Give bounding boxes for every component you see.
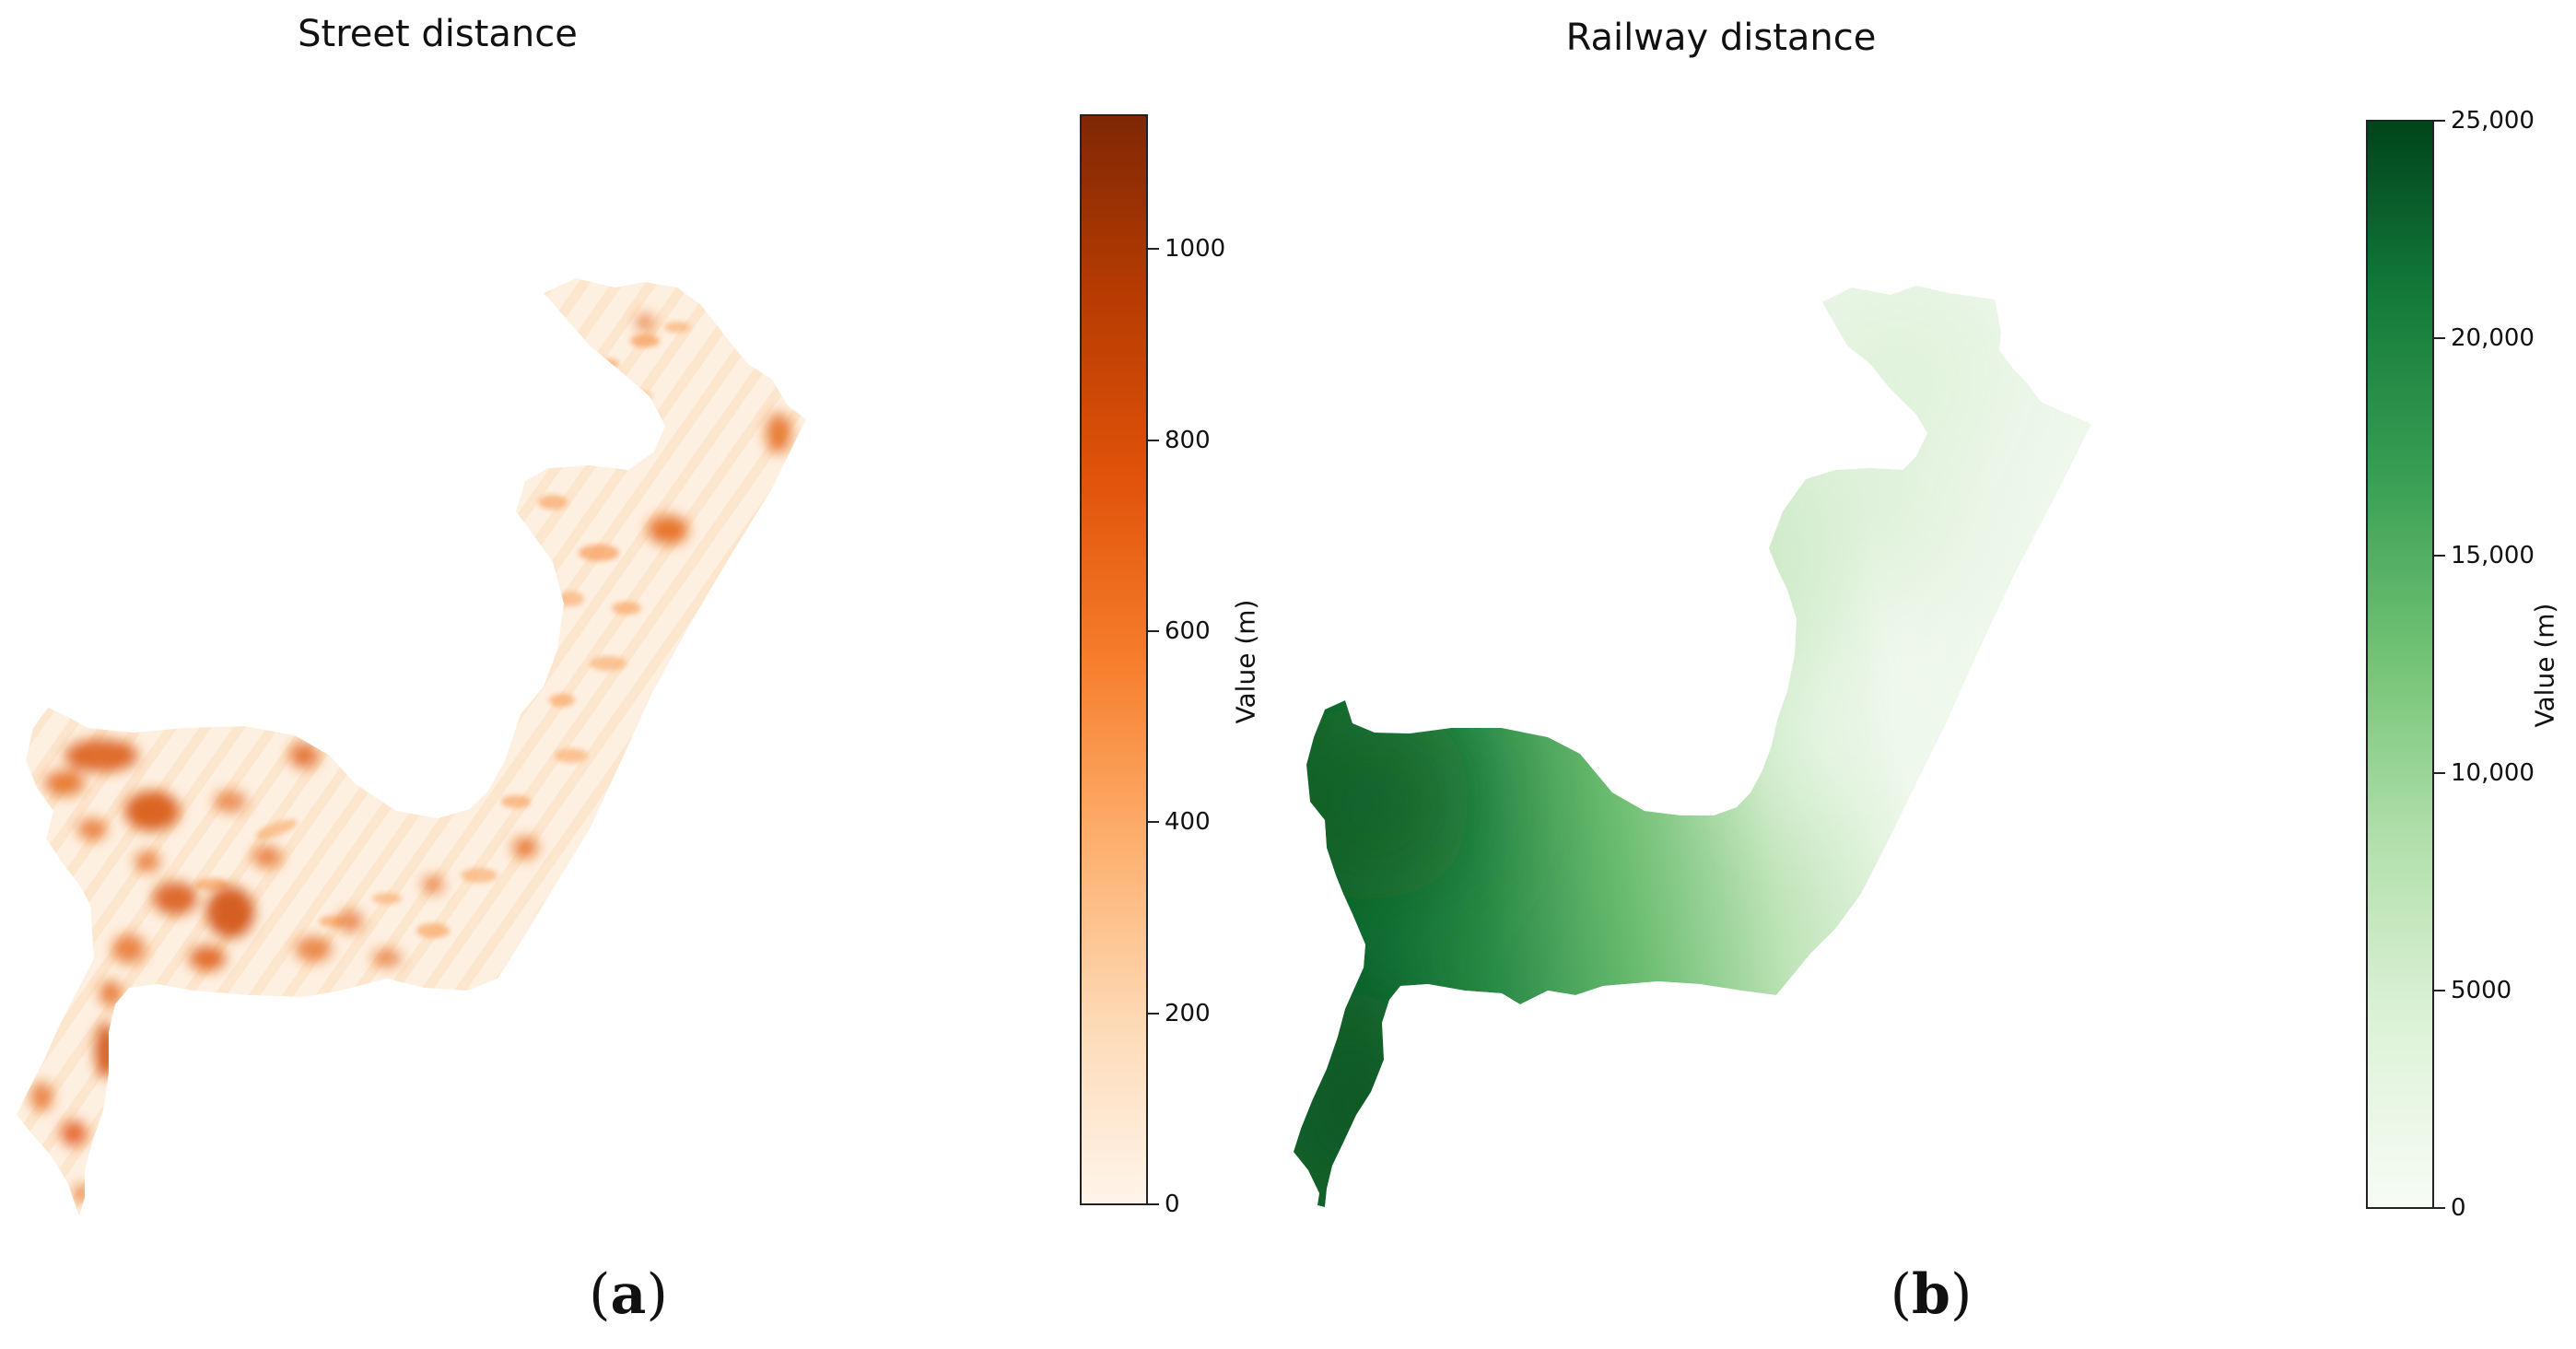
colorbar-tick-label: 800 (1165, 426, 1211, 454)
colorbar-tick (1148, 439, 1159, 441)
colorbar-tick-label: 1000 (1165, 235, 1226, 264)
colorbar-tick-label: 5000 (2451, 977, 2512, 1004)
street-distance-colorbar (1080, 114, 1148, 1205)
panel-street-distance: Street distance (0, 0, 1271, 1349)
colorbar-tick-label: 400 (1165, 808, 1211, 837)
panel-title: Street distance (298, 13, 578, 55)
railway-colorbar-label: Value (m) (2529, 603, 2560, 728)
colorbar-tick (1148, 1012, 1159, 1015)
colorbar-tick-label: 10,000 (2451, 759, 2535, 787)
colorbar-tick (2434, 337, 2445, 339)
panel-railway-distance: Railway distance (1271, 0, 2576, 1349)
colorbar-tick (1148, 821, 1159, 824)
colorbar-tick (1148, 248, 1159, 251)
colorbar-tick (2434, 555, 2445, 557)
colorbar-tick-label: 25,000 (2451, 107, 2535, 135)
colorbar-tick-label: 200 (1165, 999, 1211, 1027)
colorbar-tick-label: 15,000 (2451, 542, 2535, 569)
railway-distance-colorbar (2366, 120, 2434, 1209)
street-colorbar-svg (1082, 115, 1146, 1204)
colorbar-tick (2434, 120, 2445, 122)
panel-letter-a: (a) (589, 1262, 668, 1327)
colorbar-tick (1148, 629, 1159, 632)
colorbar-tick-label: 0 (1165, 1191, 1180, 1218)
colorbar-tick-label: 0 (2451, 1194, 2466, 1222)
colorbar-tick (1148, 1203, 1159, 1205)
colorbar-tick-label: 20,000 (2451, 324, 2535, 352)
panel-title: Railway distance (1565, 17, 1877, 59)
railway-distance-map (1294, 121, 2432, 1208)
street-distance-map (17, 115, 1146, 1216)
colorbar-tick (2434, 772, 2445, 774)
colorbar-tick (2434, 1207, 2445, 1209)
colorbar-tick-label: 600 (1165, 616, 1211, 645)
street-colorbar-label: Value (m) (1230, 599, 1261, 724)
colorbar-tick (2434, 990, 2445, 991)
railway-colorbar-svg (2368, 121, 2432, 1208)
panel-letter-b: (b) (1890, 1262, 1973, 1327)
